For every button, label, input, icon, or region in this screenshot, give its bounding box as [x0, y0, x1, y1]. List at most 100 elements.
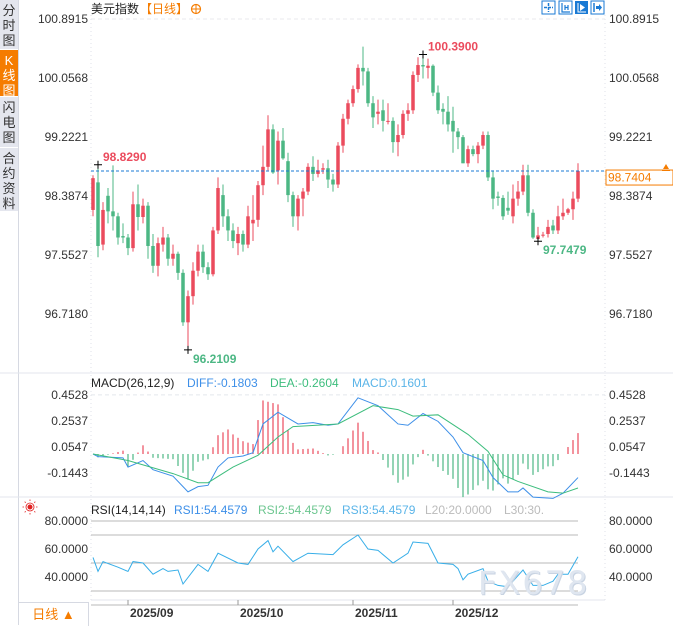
- candle-body: [261, 166, 265, 186]
- move-right-icon[interactable]: [590, 0, 605, 15]
- rsi-tick-right: 40.0000: [609, 570, 653, 584]
- price-tick-right: 100.0568: [609, 71, 659, 85]
- candle-body: [181, 272, 185, 323]
- candle-body: [431, 65, 435, 93]
- last-price-tag: 98.7404: [605, 164, 673, 186]
- candle-body: [336, 145, 340, 185]
- candle-body: [326, 168, 330, 180]
- triangle-up-icon: ▲: [61, 607, 75, 622]
- candle-body: [146, 205, 150, 246]
- price-tick-left: 99.2221: [45, 130, 89, 144]
- candle-body: [506, 207, 510, 211]
- candle-body: [461, 137, 465, 164]
- grid: [0, 15, 673, 601]
- candle-body: [206, 267, 210, 275]
- candle-body: [356, 67, 360, 90]
- candle-body: [471, 149, 475, 155]
- candle-body: [136, 204, 140, 218]
- candle-body: [571, 198, 575, 210]
- macd-axis: 0.4528 0.4528 0.2537 0.2537 0.0547 0.0547 -0.1…: [47, 388, 650, 480]
- candle-body: [411, 74, 415, 111]
- rsi-axis: 80.0000 80.0000 60.0000 60.0000 40.0000 40.00…: [45, 514, 653, 606]
- tab-flash-chart[interactable]: 闪电图: [0, 97, 18, 148]
- candle-body: [116, 216, 120, 238]
- rsi-tick-right: 60.0000: [609, 542, 653, 556]
- candle-body: [441, 108, 445, 112]
- play-forward-icon[interactable]: [575, 1, 588, 14]
- candle-body: [301, 191, 305, 199]
- price-axis: 100.8915 100.8915 100.0568 100.0568 99.2221 9…: [38, 12, 659, 321]
- macd-title: MACD(26,12,9): [91, 376, 174, 390]
- crosshair-icon[interactable]: [541, 0, 556, 15]
- candle-body: [501, 197, 505, 217]
- candle-body: [141, 205, 145, 218]
- candle-body: [271, 129, 275, 173]
- price-tick-right: 98.3874: [609, 189, 653, 203]
- price-tick-left: 97.5527: [45, 248, 89, 262]
- tab-time-chart[interactable]: 分时图: [0, 0, 18, 50]
- period-button-label: 日线: [32, 607, 59, 622]
- macd-diff-label: DIFF:-0.1803: [187, 376, 258, 390]
- candle-body: [256, 185, 260, 220]
- rsi-line: [92, 534, 579, 588]
- last-price-value: 98.7404: [608, 171, 652, 185]
- candle-body: [101, 209, 105, 245]
- candle-body: [451, 120, 455, 132]
- candle-body: [381, 110, 385, 121]
- candle-body: [106, 195, 110, 212]
- plus-circle-icon[interactable]: [190, 3, 202, 15]
- candle-body: [151, 245, 155, 266]
- macd-tick-left: 0.4528: [51, 388, 88, 402]
- price-annotations: 98.8290 100.3900 96.2109 97.7479: [94, 39, 587, 366]
- candle-body: [371, 103, 375, 118]
- macd-dea-line: [92, 405, 579, 494]
- period-button[interactable]: 日线 ▲: [19, 602, 89, 626]
- candle-body: [561, 212, 565, 217]
- tab-contract-info[interactable]: 合约资料: [0, 148, 18, 212]
- candle-body: [171, 253, 175, 259]
- macd-tick-left: 0.2537: [51, 414, 88, 428]
- candle-body: [511, 198, 515, 217]
- candle-body: [121, 236, 125, 238]
- zoom-range-icon[interactable]: [558, 0, 573, 15]
- crosshair-marker: [184, 345, 192, 354]
- candle-body: [201, 251, 205, 268]
- macd-tick-left: -0.1443: [47, 466, 88, 480]
- candle-body: [426, 65, 430, 68]
- candle-body: [211, 230, 215, 275]
- candle-body: [526, 175, 530, 213]
- candle-body: [406, 110, 410, 114]
- candle-body: [126, 237, 130, 249]
- macd-tick-right: -0.1443: [609, 466, 650, 480]
- rsi-tick-left: 80.0000: [45, 514, 89, 528]
- sun-settings-icon[interactable]: [22, 499, 38, 515]
- candlesticks: [91, 46, 580, 350]
- price-tick-right: 100.8915: [609, 12, 659, 26]
- candle-body: [361, 67, 365, 72]
- time-axis: 2025/09 2025/10 2025/11 2025/12: [127, 600, 499, 620]
- candle-body: [96, 182, 100, 246]
- price-tick-right: 99.2221: [609, 130, 653, 144]
- macd-tick-right: 0.0547: [609, 440, 646, 454]
- candle-body: [311, 166, 315, 174]
- annotation-label: 98.8290: [103, 150, 147, 164]
- candle-body: [276, 140, 280, 171]
- price-tick-right: 96.7180: [609, 307, 653, 321]
- price-tick-right: 97.5527: [609, 248, 653, 262]
- time-label: 2025/12: [455, 606, 499, 620]
- crosshair-marker: [534, 237, 542, 246]
- candle-body: [481, 135, 485, 146]
- toolbar: [541, 0, 605, 15]
- price-tick-left: 100.0568: [38, 71, 88, 85]
- tab-k-line[interactable]: K线图: [0, 50, 18, 98]
- candle-body: [241, 233, 245, 245]
- macd-tick-right: 0.2537: [609, 414, 646, 428]
- candle-body: [446, 111, 450, 125]
- candle-body: [456, 131, 460, 138]
- macd-histogram: [97, 400, 579, 498]
- rsi2-label: RSI2:54.4579: [258, 503, 332, 517]
- rsi-tick-left: 60.0000: [45, 542, 89, 556]
- candle-body: [521, 175, 525, 192]
- candle-body: [191, 270, 195, 297]
